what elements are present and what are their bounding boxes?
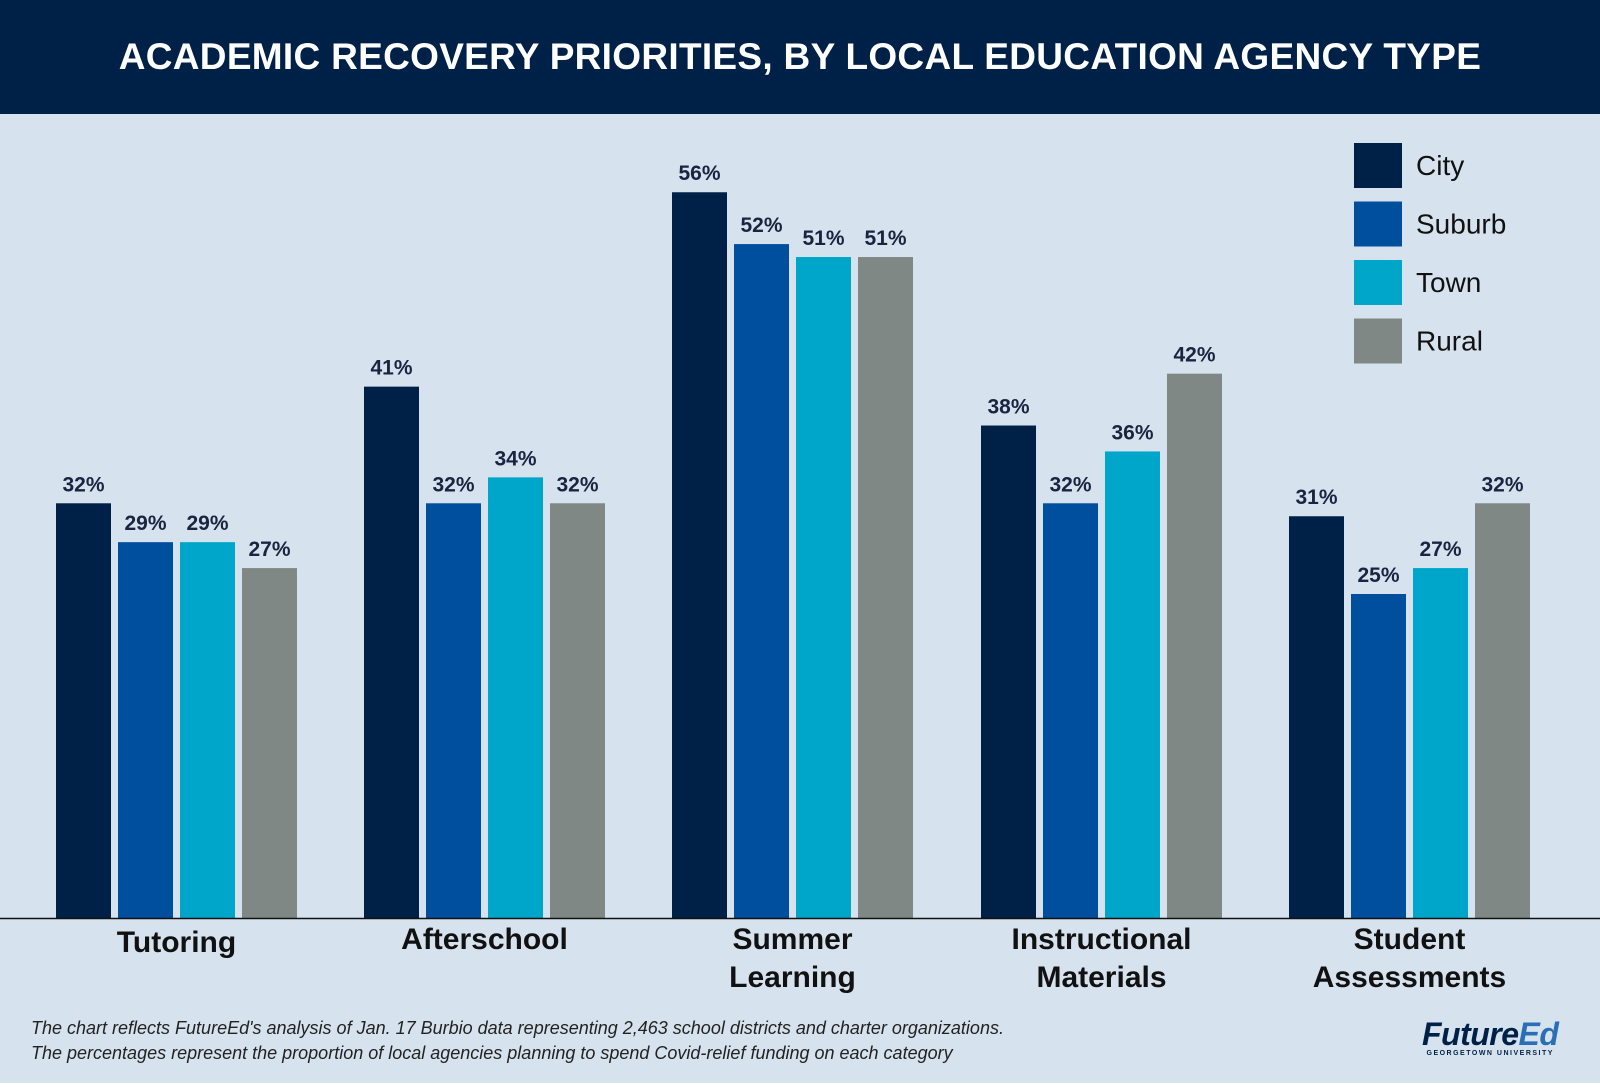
bar-town (180, 542, 235, 918)
data-label: 42% (1173, 344, 1215, 367)
bar-chart: 32% 29% 29% 27% Tutoring 41% 32% 34% 32% Aftersch… (0, 143, 1600, 994)
data-label: 32% (1481, 473, 1523, 496)
category-label: Student (1354, 923, 1466, 956)
bottom-strip (0, 1083, 1600, 1087)
data-label: 29% (186, 512, 228, 535)
data-label: 32% (432, 473, 474, 496)
legend-label-town: Town (1416, 267, 1481, 298)
data-label: 41% (370, 357, 412, 380)
bar-suburb (1351, 594, 1406, 918)
legend-swatch-suburb (1354, 201, 1402, 247)
data-label: 32% (62, 473, 104, 496)
bar-suburb (426, 503, 481, 918)
bar-rural (1167, 373, 1222, 918)
bar-city (364, 386, 419, 918)
data-label: 52% (740, 214, 782, 237)
data-label: 51% (864, 227, 906, 250)
bar-rural (1475, 503, 1530, 918)
bar-town (1105, 451, 1160, 918)
legend-swatch-town (1354, 260, 1402, 305)
category-label: Afterschool (401, 923, 568, 956)
data-label: 32% (556, 473, 598, 496)
footnote-line-1: The chart reflects FutureEd's analysis o… (31, 1018, 1004, 1038)
legend-label-suburb: Suburb (1416, 209, 1506, 240)
footnote-line-2: The percentages represent the proportion… (31, 1043, 953, 1063)
bar-suburb (734, 244, 789, 918)
footnote: The chart reflects FutureEd's analysis o… (31, 1016, 1004, 1066)
bar-town (1413, 568, 1468, 918)
bar-rural (550, 503, 605, 918)
data-label: 31% (1295, 486, 1337, 509)
bar-suburb (1043, 503, 1098, 918)
bar-suburb (118, 542, 173, 918)
chart-title: ACADEMIC RECOVERY PRIORITIES, BY LOCAL E… (118, 36, 1482, 77)
data-label: 38% (987, 396, 1029, 419)
bar-rural (858, 257, 913, 918)
legend-label-city: City (1416, 150, 1464, 181)
bar-town (488, 477, 543, 918)
bar-city (56, 503, 111, 918)
bar-city (1289, 516, 1344, 918)
data-label: 25% (1357, 564, 1399, 587)
logo-name-b: Ed (1518, 1016, 1559, 1052)
data-label: 27% (248, 538, 290, 561)
data-label: 36% (1111, 421, 1153, 444)
data-label: 51% (802, 227, 844, 250)
data-label: 32% (1049, 473, 1091, 496)
data-label: 29% (124, 512, 166, 535)
bar-city (672, 192, 727, 918)
category-label: Learning (729, 961, 856, 994)
data-label: 56% (678, 162, 720, 185)
data-label: 34% (494, 447, 536, 470)
bar-city (981, 425, 1036, 918)
data-label: 27% (1419, 538, 1461, 561)
legend-swatch-rural (1354, 318, 1402, 364)
legend-label-rural: Rural (1416, 326, 1483, 357)
category-label: Instructional (1011, 923, 1191, 956)
category-label: Assessments (1313, 961, 1506, 994)
category-label: Materials (1036, 961, 1166, 994)
category-label: Summer (732, 923, 852, 956)
legend-swatch-city (1354, 143, 1402, 188)
futureed-logo: FutureEd GEORGETOWN UNIVERSITY (1422, 1016, 1559, 1057)
title-bar: ACADEMIC RECOVERY PRIORITIES, BY LOCAL E… (0, 0, 1600, 114)
bar-town (796, 257, 851, 918)
logo-subtitle: GEORGETOWN UNIVERSITY (1426, 1050, 1554, 1057)
logo-name-a: Future (1422, 1016, 1519, 1052)
category-label: Tutoring (117, 926, 236, 959)
bar-rural (242, 568, 297, 918)
